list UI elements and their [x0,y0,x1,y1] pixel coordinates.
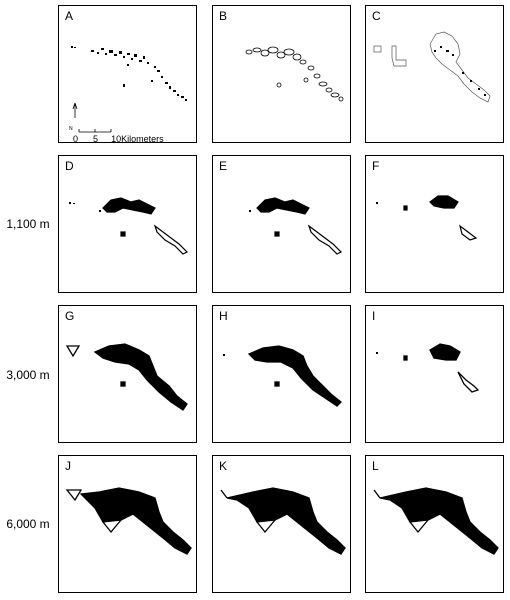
scale-tick-0: 0 [73,134,79,144]
panel-e: E [212,155,351,293]
row-label-6000: 6,000 m [6,517,50,531]
panel-letter: H [219,309,228,323]
panel-k: K [212,455,351,593]
panel-j: J [58,455,197,593]
panel-letter: C [372,9,381,23]
network-3000m-map [65,343,188,411]
panel-letter: J [65,459,71,473]
panel-letter: B [219,9,228,23]
network-6000m-map [373,487,499,555]
panel-l: L [365,455,504,593]
panel-letter: F [372,159,380,173]
patch-outlines-map [245,46,344,102]
row-label-1100: 1,100 m [6,217,50,231]
row-label-3000: 3,000 m [6,368,50,382]
network-3000m-map [223,345,342,407]
scale-tick-10: 10 [111,134,122,144]
scale-tick-5: 5 [93,134,99,144]
network-3000m-map [376,343,480,393]
panel-letter: G [65,309,75,323]
network-6000m-map [220,487,346,555]
scale-bar-labels: 0 5 10Kilometers [73,134,164,144]
network-6000m-map [65,487,192,555]
panel-letter: A [65,9,74,23]
panel-letter: D [65,159,74,173]
panel-a: A N [58,5,197,143]
network-1100m-map [376,195,478,241]
panel-letter: I [372,309,376,323]
panel-letter: K [219,459,228,473]
panel-c: C [365,5,504,143]
panel-g: G [58,305,197,443]
panel-b: B [212,5,351,143]
panel-d: D [58,155,197,293]
panel-letter: L [372,459,379,473]
north-label: N [69,126,73,132]
network-1100m-map [249,197,343,255]
patch-points-map: N [69,46,187,133]
panel-h: H [212,305,351,443]
panel-f: F [365,155,504,293]
habitat-boundary-map [373,31,491,103]
network-1100m-map [69,197,189,255]
panel-i: I [365,305,504,443]
panel-letter: E [219,159,228,173]
scale-unit: Kilometers [121,134,164,144]
